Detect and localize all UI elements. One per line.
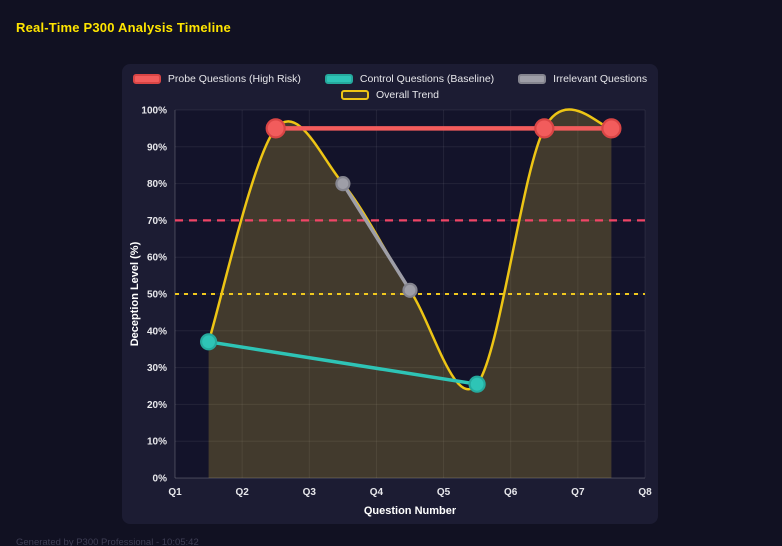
x-tick-label: Q2 [235, 487, 249, 498]
y-tick-label: 90% [147, 142, 167, 153]
chart-legend: Probe Questions (High Risk) Control Quest… [122, 73, 658, 101]
legend-row: Probe Questions (High Risk) Control Quest… [132, 73, 647, 85]
series-line [206, 340, 479, 386]
x-tick-label: Q5 [437, 487, 451, 498]
legend-swatch-icon [518, 74, 547, 84]
legend-swatch-icon [340, 90, 369, 100]
legend-row: Overall Trend [340, 89, 440, 101]
legend-item[interactable]: Overall Trend [340, 89, 440, 101]
legend-swatch-icon [324, 74, 353, 84]
data-point[interactable] [468, 375, 486, 393]
timeline-chart: Q1 Q2 Q3 Q4 Q5 Q6 Q7 Q8 0% 10% 20% 30% 40% 50% 60% 70% 8… [129, 106, 652, 518]
x-tick-label: Q1 [168, 487, 182, 498]
x-tick-label: Q4 [370, 487, 384, 498]
x-tick-label: Q7 [571, 487, 585, 498]
data-point[interactable] [265, 118, 286, 139]
data-point[interactable] [402, 282, 418, 298]
y-tick-label: 40% [147, 326, 167, 337]
legend-label: Irrelevant Questions [553, 73, 648, 85]
page-title: Real-Time P300 Analysis Timeline [16, 20, 231, 35]
y-tick-label: 70% [147, 216, 167, 227]
legend-label: Probe Questions (High Risk) [167, 73, 301, 85]
y-tick-label: 60% [147, 253, 167, 264]
legend-swatch-icon [132, 74, 161, 84]
data-point[interactable] [534, 118, 555, 139]
y-tick-label: 100% [141, 106, 167, 117]
y-tick-label: 30% [147, 363, 167, 374]
legend-label: Control Questions (Baseline) [359, 73, 495, 85]
legend-item[interactable]: Probe Questions (High Risk) [132, 73, 301, 85]
y-tick-label: 10% [147, 437, 167, 448]
legend-item[interactable]: Irrelevant Questions [518, 73, 647, 85]
y-tick-label: 50% [147, 290, 167, 301]
x-axis-title: Question Number [364, 505, 457, 517]
y-tick-label: 20% [147, 400, 167, 411]
footer-text: Generated by P300 Professional - 10:05:4… [16, 537, 199, 546]
y-tick-label: 0% [153, 474, 168, 485]
legend-item[interactable]: Control Questions (Baseline) [324, 73, 495, 85]
y-axis-title: Deception Level (%) [129, 241, 141, 346]
legend-label: Overall Trend [375, 89, 440, 101]
x-tick-label: Q8 [638, 487, 652, 498]
data-point[interactable] [601, 118, 622, 139]
series-line [341, 181, 412, 293]
x-tick-label: Q3 [303, 487, 317, 498]
x-tick-label: Q6 [504, 487, 518, 498]
data-point[interactable] [199, 333, 218, 351]
chart-card: Probe Questions (High Risk) Control Quest… [122, 64, 658, 524]
data-point[interactable] [335, 175, 351, 192]
y-tick-label: 80% [147, 179, 167, 190]
